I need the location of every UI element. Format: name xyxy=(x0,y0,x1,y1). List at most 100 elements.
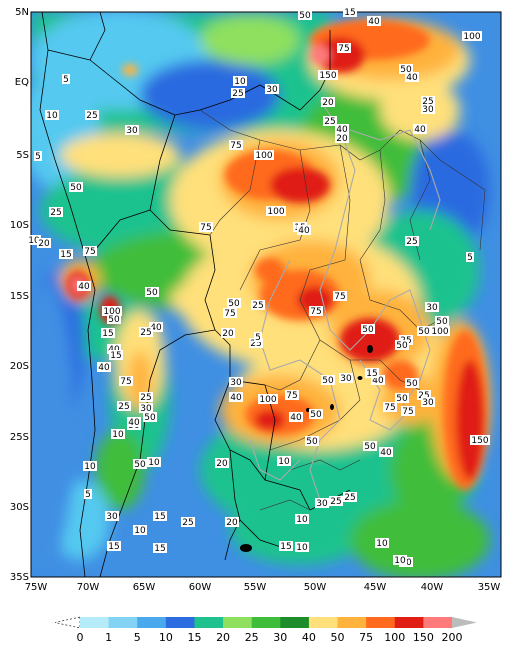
contour-label: 75 xyxy=(310,307,321,317)
contour-label: 50 xyxy=(108,315,120,325)
contour-label: 5 xyxy=(467,253,473,263)
contour-label: 20 xyxy=(38,239,50,249)
contour-label-bg xyxy=(329,496,343,506)
contour-label-bg xyxy=(417,326,431,336)
contour-label: 20 xyxy=(216,459,228,469)
contour-label-bg xyxy=(147,457,161,467)
contour-label-bg xyxy=(421,397,435,407)
contour-label: 75 xyxy=(120,377,131,387)
contour-label-bg xyxy=(309,409,323,419)
contour-label-bg xyxy=(62,74,70,84)
contour-label: 40 xyxy=(380,448,392,458)
contour-label: 50 xyxy=(306,437,318,447)
contour-label: 50 xyxy=(70,183,82,193)
contour-label-bg xyxy=(133,459,147,469)
contour-label: 75 xyxy=(230,141,241,151)
lon-label: 35W xyxy=(478,582,501,593)
contour-label-bg xyxy=(254,150,274,160)
colorbar xyxy=(54,616,477,629)
contour-label-bg xyxy=(83,246,97,256)
colorbar-swatch xyxy=(280,617,310,628)
contour-label-bg xyxy=(229,377,243,387)
lon-label: 45W xyxy=(364,582,387,593)
contour-label-bg xyxy=(107,541,121,551)
contour-label: 15 xyxy=(108,542,119,552)
contour-label: 50 xyxy=(134,460,146,470)
colorbar-swatch xyxy=(394,617,424,628)
contour-label-bg xyxy=(363,441,377,451)
contour-label: 25 xyxy=(250,339,261,349)
contour-label: 100 xyxy=(463,32,480,42)
contour-label: 20 xyxy=(336,134,348,144)
lon-label: 40W xyxy=(421,582,444,593)
colorbar-swatch xyxy=(80,617,110,628)
contour-label-bg xyxy=(339,373,353,383)
contour-label: 75 xyxy=(286,391,297,401)
colorbar-label: 30 xyxy=(273,631,287,644)
colorbar-label: 50 xyxy=(331,631,345,644)
contour-label-bg xyxy=(295,542,309,552)
colorbar-swatch xyxy=(337,617,367,628)
contour-label-bg xyxy=(107,314,121,324)
contour-label: 40 xyxy=(128,418,140,428)
contour-label: 15 xyxy=(110,351,121,361)
contour-label: 25 xyxy=(252,301,263,311)
contour-label-bg xyxy=(343,7,357,17)
contour-label-bg xyxy=(254,332,262,342)
contour-label: 10 xyxy=(234,77,246,87)
contour-label: 30 xyxy=(106,512,118,522)
contour-label: 150 xyxy=(319,71,336,81)
contour-label: 50 xyxy=(310,410,322,420)
contour-label: 15 xyxy=(154,512,165,522)
contour-label-bg xyxy=(34,151,42,161)
contour-label: 50 xyxy=(400,65,412,75)
lat-label: 35S xyxy=(10,572,29,583)
contour-label: 50 xyxy=(228,299,240,309)
contour-label: 15 xyxy=(154,544,165,554)
basin-boundaries xyxy=(249,99,441,501)
contour-label-bg xyxy=(127,417,141,427)
contour-label: 40 xyxy=(98,363,110,373)
contour-label-bg xyxy=(375,538,389,548)
contour-label: 30 xyxy=(140,404,152,414)
contour-label-bg xyxy=(335,124,349,134)
colorbar-swatch xyxy=(223,617,253,628)
contour-label: 25 xyxy=(344,493,355,503)
contour-label-bg xyxy=(249,338,263,348)
contour-label-bg xyxy=(233,76,247,86)
colorbar-labels: 0 1 5 10 15 20 25 30 40 50 75 100 150 200 xyxy=(77,631,463,644)
contour-label-bg xyxy=(111,429,125,439)
contour-label-bg xyxy=(77,281,91,291)
contour-label-bg xyxy=(223,308,237,318)
plot-frame xyxy=(30,11,502,578)
colorbar-label: 20 xyxy=(216,631,230,644)
colorbar-swatch xyxy=(194,617,224,628)
contour-label-bg xyxy=(97,362,111,372)
lon-label: 55W xyxy=(244,582,267,593)
contour-label: 50 xyxy=(322,376,334,386)
contour-label-bg xyxy=(343,492,357,502)
contour-label-bg xyxy=(405,236,419,246)
contour-label-bg xyxy=(109,350,123,360)
colorbar-label: 0 xyxy=(77,631,84,644)
contour-label: 10 xyxy=(278,457,290,467)
contour-label-bg xyxy=(69,182,83,192)
contour-label-bg xyxy=(337,43,351,53)
contour-label-bg xyxy=(318,70,338,80)
contour-label: 40 xyxy=(298,226,310,236)
colorbar-label: 100 xyxy=(384,631,405,644)
contour-label: 100 xyxy=(431,327,448,337)
contour-label-bg xyxy=(59,249,73,259)
contour-label-bg xyxy=(289,412,303,422)
contour-label: 25 xyxy=(118,402,129,412)
contour-label: 10 xyxy=(296,515,308,525)
colorbar-swatch xyxy=(137,617,167,628)
contour-label-bg xyxy=(323,116,337,126)
contour-label: 40 xyxy=(78,282,90,292)
contour-label: 5 xyxy=(85,490,91,500)
contour-label: 50 xyxy=(299,11,311,21)
colorbar-label: 10 xyxy=(159,631,173,644)
contour-label: 75 xyxy=(334,292,345,302)
colorbar-label: 1 xyxy=(105,631,112,644)
contour-label: 100 xyxy=(267,207,284,217)
